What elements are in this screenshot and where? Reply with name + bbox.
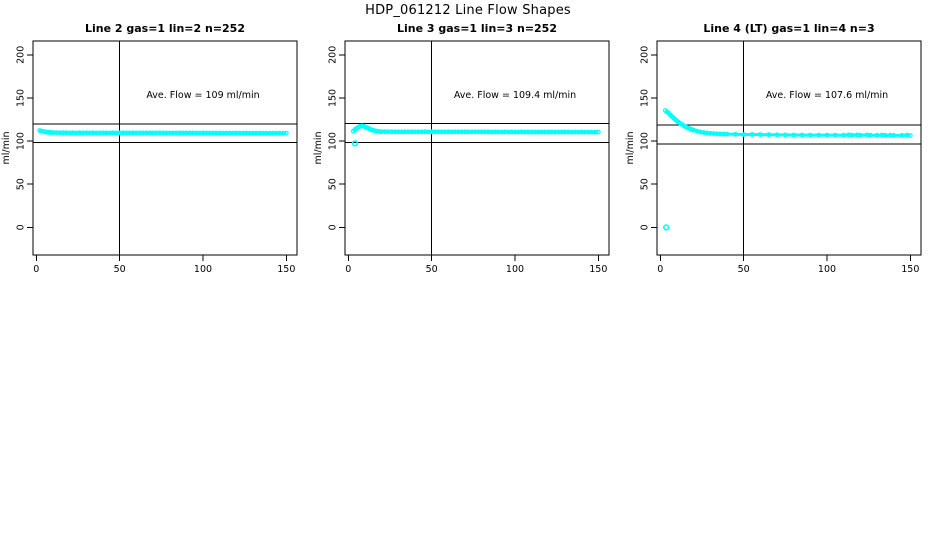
x-tick-label: 150 bbox=[901, 264, 919, 275]
outlier-point bbox=[351, 140, 359, 147]
y-tick-label: 200 bbox=[16, 46, 27, 64]
flow-point bbox=[874, 132, 880, 138]
y-tick-label: 100 bbox=[328, 132, 339, 150]
plot-box bbox=[32, 40, 298, 256]
x-tick-label: 100 bbox=[506, 264, 524, 275]
x-tick-label: 50 bbox=[114, 264, 126, 275]
avg-flow-annotation: Ave. Flow = 109.4 ml/min bbox=[454, 90, 576, 101]
flow-point bbox=[283, 130, 289, 136]
y-tick-label: 0 bbox=[640, 224, 651, 230]
x-tick-label: 50 bbox=[738, 264, 750, 275]
x-tick-label: 50 bbox=[426, 264, 438, 275]
flow-point bbox=[807, 132, 813, 138]
y-tick-label: 100 bbox=[640, 132, 651, 150]
flow-point bbox=[899, 132, 905, 138]
x-tick-label: 0 bbox=[657, 264, 663, 275]
flow-point bbox=[907, 133, 913, 138]
flow-point bbox=[377, 129, 383, 134]
panel-title: Line 2 gas=1 lin=2 n=252 bbox=[85, 22, 245, 35]
y-axis-title: ml/min bbox=[625, 131, 636, 164]
y-tick-label: 200 bbox=[640, 46, 651, 64]
flow-point bbox=[741, 132, 747, 137]
y-tick-label: 200 bbox=[328, 46, 339, 64]
y-tick-label: 50 bbox=[16, 178, 27, 190]
flow-point bbox=[791, 132, 797, 138]
x-tick-label: 0 bbox=[345, 264, 351, 275]
flow-point bbox=[757, 132, 763, 137]
flow-point bbox=[882, 132, 888, 138]
flow-point bbox=[841, 132, 847, 138]
avg-flow-annotation: Ave. Flow = 109 ml/min bbox=[146, 90, 259, 101]
flow-point bbox=[824, 132, 830, 138]
y-tick-label: 50 bbox=[640, 178, 651, 190]
y-tick-label: 150 bbox=[640, 89, 651, 107]
flow-point bbox=[832, 132, 838, 138]
x-tick-label: 150 bbox=[589, 264, 607, 275]
flow-point bbox=[732, 131, 738, 137]
flow-point bbox=[891, 132, 897, 138]
flow-point bbox=[849, 132, 855, 138]
plot-box bbox=[344, 40, 610, 256]
y-axis-title: ml/min bbox=[313, 131, 324, 164]
plot-box bbox=[656, 40, 922, 256]
flow-point bbox=[782, 132, 788, 138]
x-tick-label: 150 bbox=[277, 264, 295, 275]
y-tick-label: 150 bbox=[16, 89, 27, 107]
x-tick-label: 0 bbox=[33, 264, 39, 275]
flow-point bbox=[766, 132, 772, 138]
y-tick-label: 0 bbox=[328, 224, 339, 230]
y-tick-label: 100 bbox=[16, 132, 27, 150]
panel-title: Line 4 (LT) gas=1 lin=4 n=3 bbox=[703, 22, 874, 35]
y-tick-label: 0 bbox=[16, 224, 27, 230]
flow-panel-3: Line 4 (LT) gas=1 lin=4 n=3 0 50 100 150 0 50 1… bbox=[625, 22, 922, 275]
avg-flow-annotation: Ave. Flow = 107.6 ml/min bbox=[766, 90, 888, 101]
x-tick-label: 100 bbox=[818, 264, 836, 275]
flow-point bbox=[749, 132, 755, 137]
y-tick-label: 50 bbox=[328, 178, 339, 190]
flow-point bbox=[867, 132, 873, 138]
flow-point bbox=[816, 132, 822, 138]
main-title: HDP_061212 Line Flow Shapes bbox=[365, 3, 571, 18]
flow-point bbox=[595, 129, 601, 135]
flow-point bbox=[774, 132, 780, 138]
panel-title: Line 3 gas=1 lin=3 n=252 bbox=[397, 22, 557, 35]
flow-panel-2: Line 3 gas=1 lin=3 n=252 0 50 100 150 0 50 100 1… bbox=[313, 22, 610, 275]
flow-point bbox=[48, 130, 54, 135]
outlier-point bbox=[662, 224, 670, 231]
flow-series-line bbox=[39, 129, 287, 135]
y-axis-title: ml/min bbox=[1, 131, 12, 164]
flow-panel-1: Line 2 gas=1 lin=2 n=252 0 50 100 150 0 50 100 1… bbox=[1, 22, 298, 275]
flow-point bbox=[799, 132, 805, 138]
flow-point bbox=[857, 132, 863, 138]
x-tick-label: 100 bbox=[194, 264, 212, 275]
y-tick-label: 150 bbox=[328, 89, 339, 107]
flow-point bbox=[724, 131, 730, 137]
panels-row: Line 2 gas=1 lin=2 n=252 0 50 100 150 0 50 100 1… bbox=[0, 18, 936, 280]
